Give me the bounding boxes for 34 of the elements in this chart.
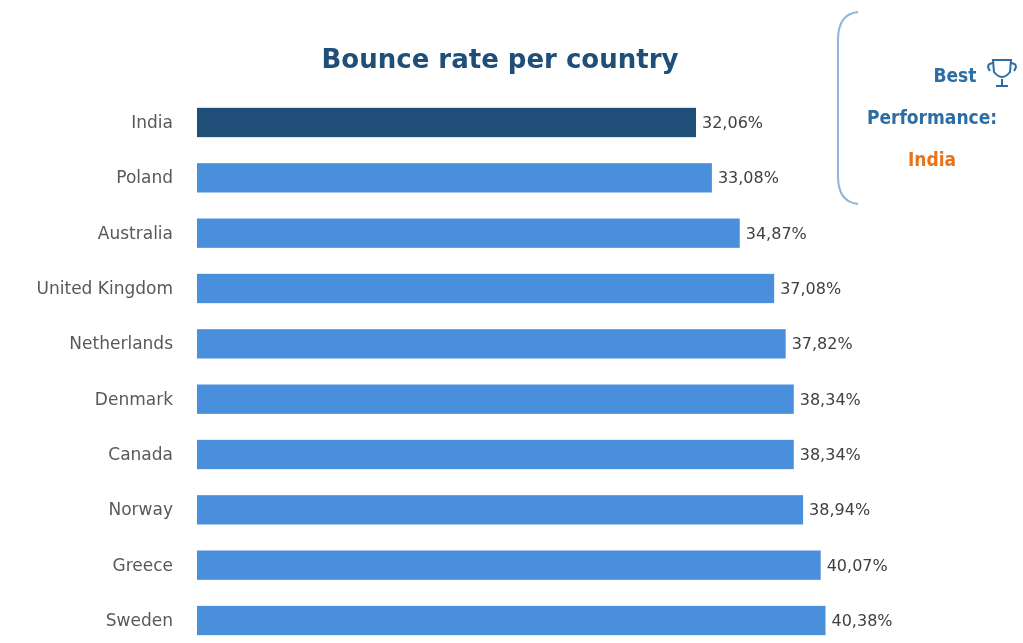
y-tick-label: Poland xyxy=(116,167,173,188)
text: Best xyxy=(933,64,977,86)
data-label: 32,06% xyxy=(702,113,764,133)
bar xyxy=(197,550,821,580)
data-label: 40,38% xyxy=(831,611,893,631)
y-tick-label: Netherlands xyxy=(69,333,174,354)
y-tick-label: Norway xyxy=(108,499,173,520)
data-label: 37,82% xyxy=(791,334,853,354)
data-label: 38,34% xyxy=(799,445,861,465)
bar xyxy=(197,384,794,414)
y-tick-label: India xyxy=(131,111,173,132)
data-label: 40,07% xyxy=(826,555,888,575)
data-label: 38,34% xyxy=(799,389,861,409)
y-tick-label: Sweden xyxy=(105,609,173,630)
bar xyxy=(197,495,804,525)
data-label: 38,94% xyxy=(809,500,871,520)
data-label: 37,08% xyxy=(780,279,842,299)
bar xyxy=(197,439,794,470)
bar xyxy=(197,218,740,248)
bar xyxy=(197,273,775,304)
y-tick-label: Canada xyxy=(108,443,173,464)
data-label: 33,08% xyxy=(717,168,779,188)
y-tick-label: United Kingdom xyxy=(36,277,173,298)
bar xyxy=(197,107,697,138)
y-tick-label: Denmark xyxy=(94,388,174,409)
text: Performance: xyxy=(866,106,998,128)
bar xyxy=(197,605,826,636)
y-tick-label: Greece xyxy=(112,554,173,575)
y-tick-label: Australia xyxy=(97,222,173,243)
bar xyxy=(197,329,786,359)
text: India xyxy=(907,148,957,170)
data-label: 34,87% xyxy=(745,223,807,243)
bar xyxy=(197,163,712,193)
chart-title: Bounce rate per country xyxy=(321,44,679,74)
